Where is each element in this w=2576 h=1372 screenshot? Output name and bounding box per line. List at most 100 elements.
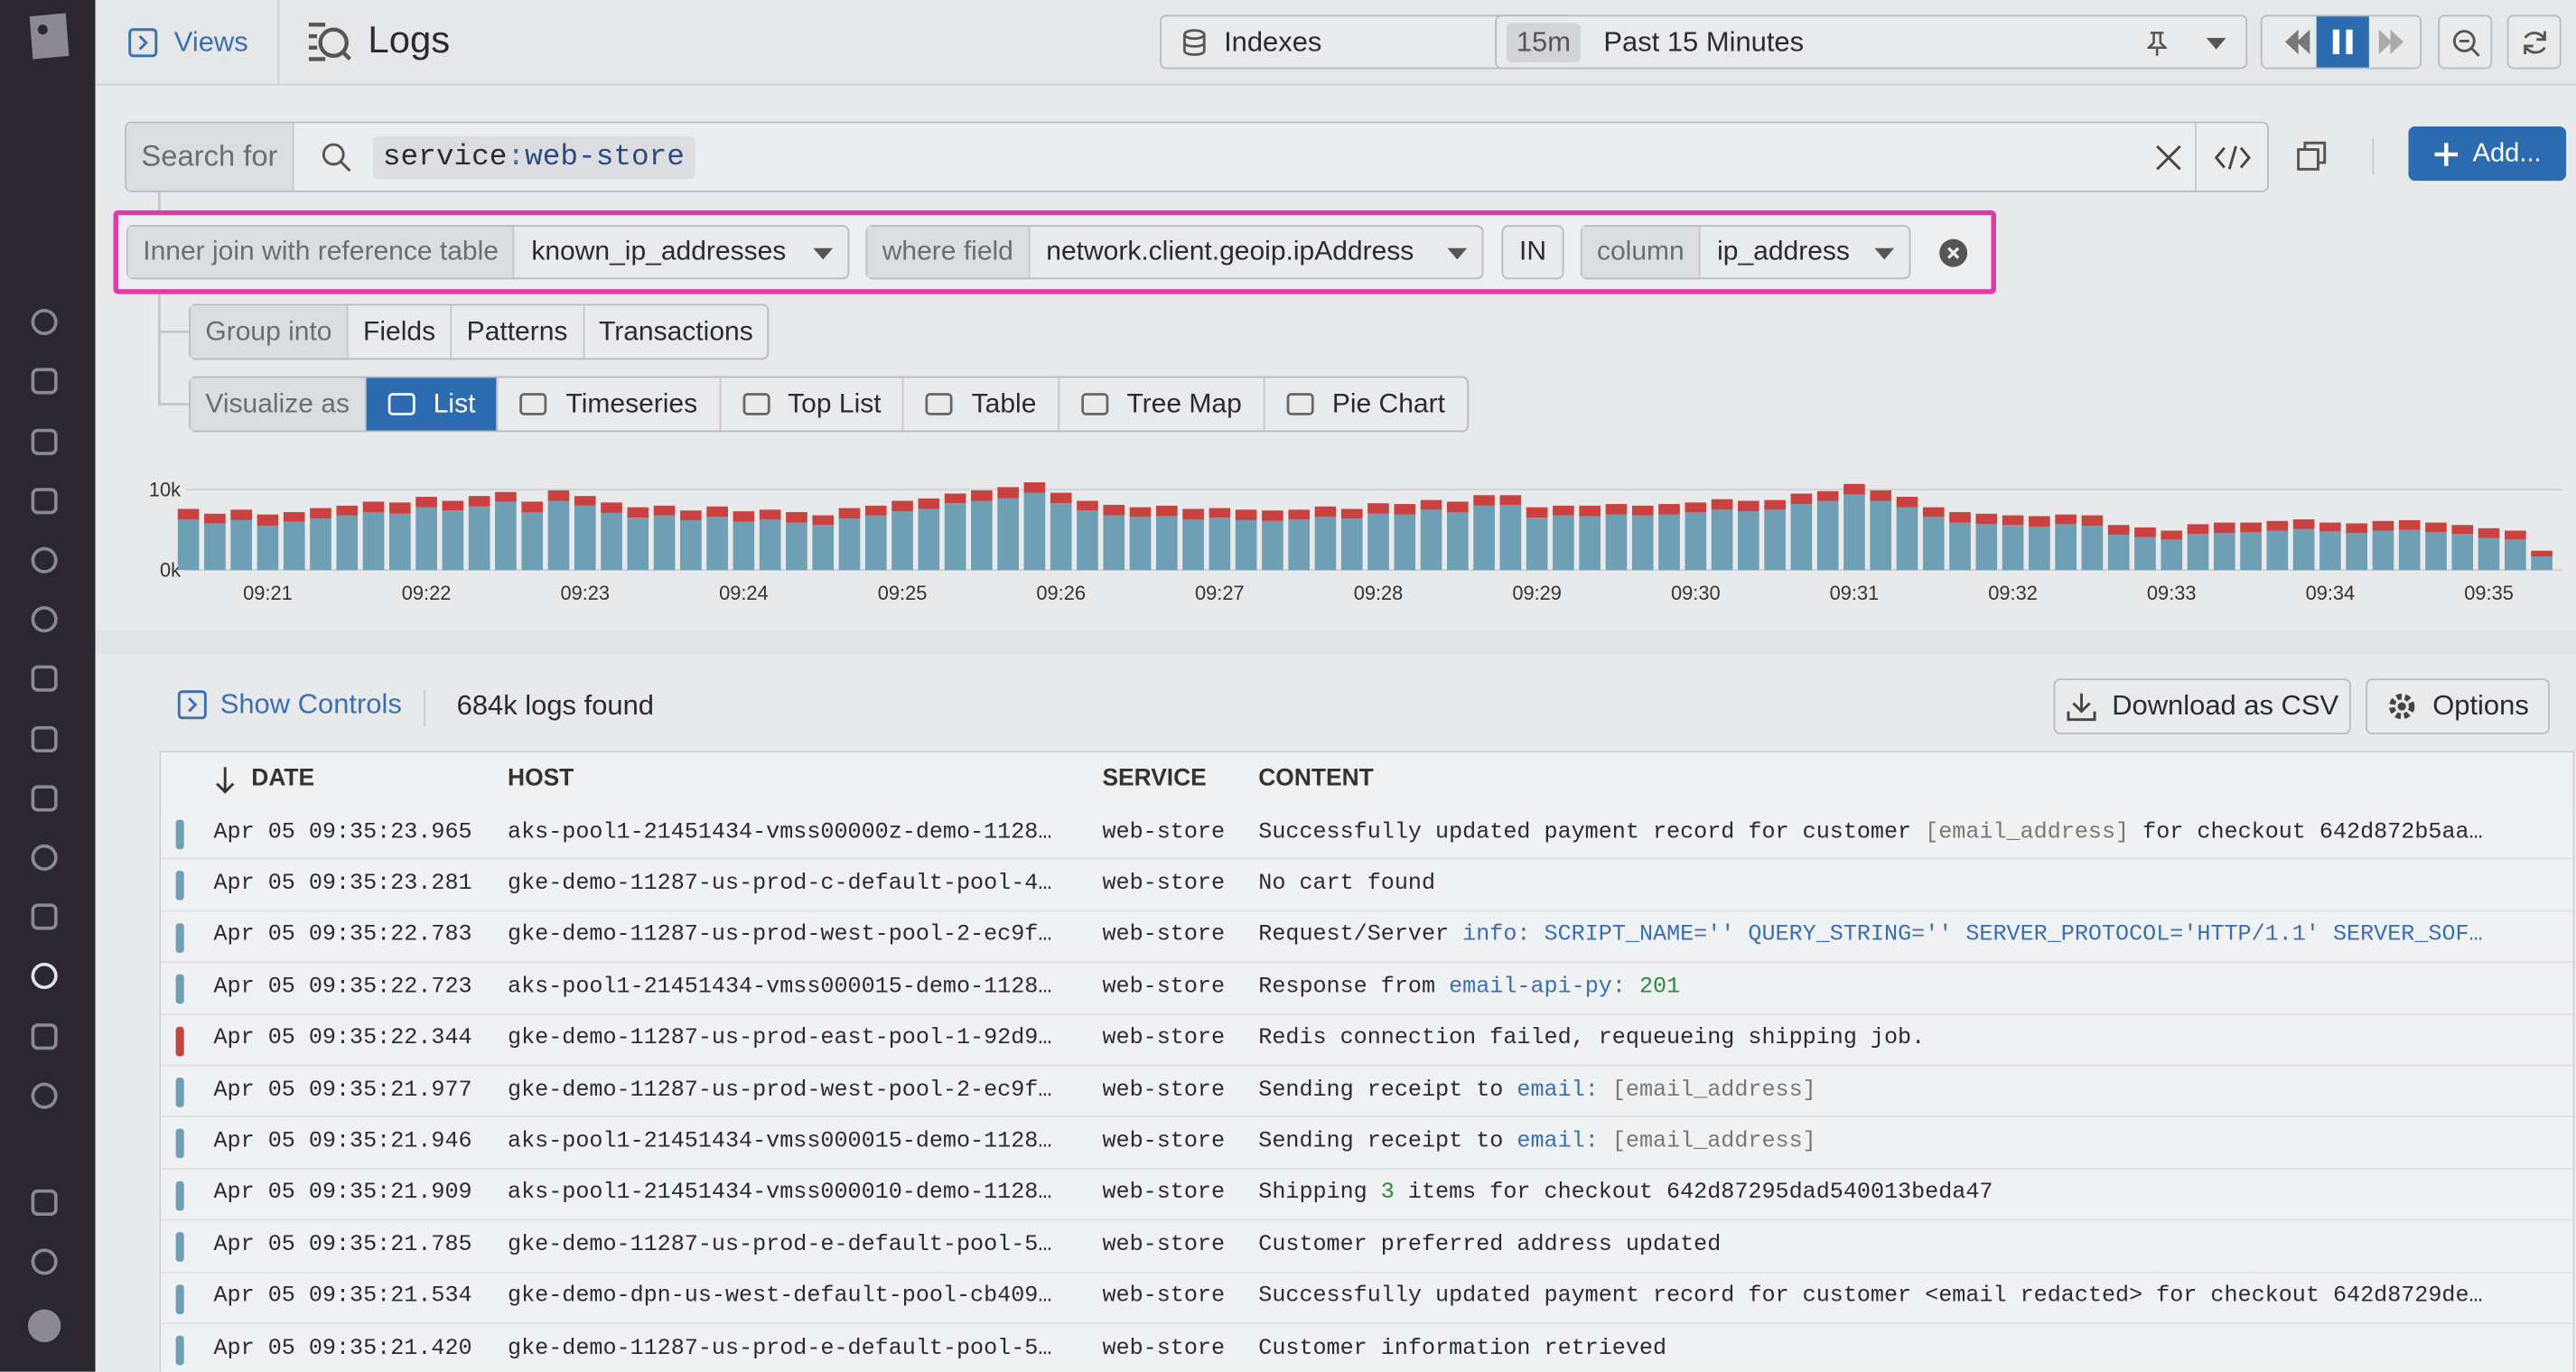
visualize-option[interactable]: Table: [904, 378, 1059, 431]
bar-segment: [362, 501, 385, 512]
bar-segment: [971, 500, 993, 571]
bar-segment: [1870, 500, 1892, 571]
log-date: Apr 05 09:35:21.909: [213, 1181, 472, 1207]
nav-icon[interactable]: [31, 1023, 58, 1050]
bar-segment: [336, 505, 359, 516]
clear-icon[interactable]: [2155, 145, 2181, 171]
x-tick-label: 09:28: [1354, 582, 1404, 604]
bar-segment: [2346, 533, 2367, 571]
search-bar[interactable]: Search for service:web-store: [125, 121, 2269, 192]
content-part: info: SCRIPT_NAME='' QUERY_STRING='' SER…: [1462, 924, 2483, 949]
where-field-dropdown[interactable]: where field network.client.geoip.ipAddre…: [865, 225, 1484, 280]
bar-segment: [1711, 509, 1733, 571]
bar-segment: [759, 519, 781, 571]
bar-segment: [1579, 516, 1601, 571]
search-icon[interactable]: [31, 308, 58, 336]
log-service: web-store: [1102, 1078, 1226, 1104]
x-tick-label: 09:34: [2306, 582, 2356, 604]
visualize-option[interactable]: Timeseries: [499, 378, 721, 431]
nav-icon[interactable]: [31, 903, 58, 930]
log-service: web-store: [1102, 820, 1226, 846]
column-dropdown[interactable]: column ip_address: [1580, 225, 1911, 280]
log-service: web-store: [1102, 924, 1226, 949]
log-row[interactable]: Apr 05 09:35:23.281 gke-demo-11287-us-pro…: [161, 859, 2573, 912]
avatar[interactable]: [27, 1309, 61, 1343]
content-part: [1599, 1078, 1612, 1103]
views-button[interactable]: Views: [95, 0, 280, 86]
nav-icon[interactable]: [31, 368, 58, 395]
visualize-option[interactable]: Top List: [721, 378, 905, 431]
zoom-out-button[interactable]: [2438, 14, 2493, 70]
nav-icon[interactable]: [31, 1082, 58, 1109]
remove-join[interactable]: [1938, 238, 1968, 268]
log-row[interactable]: Apr 05 09:35:22.344 gke-demo-11287-us-pro…: [161, 1014, 2573, 1067]
bar-segment: [1446, 501, 1469, 512]
group-option[interactable]: Transactions: [599, 316, 753, 346]
bar-segment: [2531, 556, 2553, 571]
log-row[interactable]: Apr 05 09:35:21.420 gke-demo-11287-us-pro…: [161, 1324, 2573, 1372]
bar-segment: [1975, 524, 1998, 571]
refresh-icon: [2523, 30, 2545, 54]
add-button[interactable]: Add...: [2408, 126, 2567, 182]
caret: [2206, 37, 2226, 50]
bar-segment: [2478, 527, 2500, 538]
bar-segment: [2531, 550, 2553, 557]
group-option[interactable]: Patterns: [452, 305, 584, 359]
log-row[interactable]: Apr 05 09:35:23.965 aks-pool1-21451434-vm…: [161, 807, 2573, 860]
code-icon: [2213, 145, 2250, 169]
visualize-option[interactable]: Pie Chart: [1265, 378, 1466, 430]
show-controls[interactable]: Show Controls: [177, 688, 402, 721]
log-date: Apr 05 09:35:23.965: [213, 820, 472, 846]
chat-icon[interactable]: [31, 1189, 58, 1216]
bar-segment: [601, 512, 622, 571]
logs-icon: [308, 23, 351, 61]
visualize-option[interactable]: Tree Map: [1059, 378, 1265, 431]
bar-segment: [2292, 519, 2315, 529]
code-button[interactable]: [2195, 123, 2267, 191]
log-row[interactable]: Apr 05 09:35:21.946 aks-pool1-21451434-vm…: [161, 1117, 2573, 1170]
log-row[interactable]: Apr 05 09:35:22.783 gke-demo-11287-us-pro…: [161, 911, 2573, 964]
log-row[interactable]: Apr 05 09:35:22.723 aks-pool1-21451434-vm…: [161, 963, 2573, 1015]
nav-icon[interactable]: [31, 725, 58, 753]
option-label: Timeseries: [565, 388, 698, 418]
log-date: Apr 05 09:35:23.281: [213, 872, 472, 898]
operator[interactable]: IN: [1501, 225, 1564, 280]
bar-segment: [204, 513, 226, 524]
bar-segment: [1579, 505, 1601, 517]
nav-icon[interactable]: [31, 428, 58, 455]
copy-icon[interactable]: [2297, 141, 2327, 171]
log-row[interactable]: Apr 05 09:35:21.785 gke-demo-11287-us-pro…: [161, 1220, 2573, 1273]
nav-icon[interactable]: [31, 665, 58, 692]
group-option[interactable]: Fields: [349, 305, 453, 359]
options-button[interactable]: Options: [2366, 678, 2550, 735]
nav-icon[interactable]: [31, 785, 58, 812]
bar-segment: [1870, 490, 1892, 501]
nav-icon[interactable]: [31, 488, 58, 515]
log-host: gke-demo-11287-us-prod-west-pool-2-ec9f…: [508, 1078, 1052, 1104]
time-picker[interactable]: 15m Past 15 Minutes: [1495, 14, 2248, 70]
logs-icon[interactable]: [31, 962, 58, 989]
join-table-dropdown[interactable]: Inner join with reference table known_ip…: [126, 225, 850, 280]
bar-segment: [1631, 505, 1654, 516]
help-icon[interactable]: [31, 1248, 58, 1275]
log-date: Apr 05 09:35:22.344: [213, 1027, 472, 1052]
bar-segment: [1816, 490, 1839, 501]
bar-segment: [389, 502, 411, 514]
bar-segment: [1340, 509, 1363, 519]
icon-shape: [1286, 393, 1314, 415]
refresh-button[interactable]: [2506, 14, 2562, 70]
log-row[interactable]: Apr 05 09:35:21.534 gke-demo-dpn-us-west-…: [161, 1272, 2573, 1324]
nav-icon[interactable]: [31, 606, 58, 633]
option-icon: [1286, 393, 1314, 415]
log-row[interactable]: Apr 05 09:35:21.977 gke-demo-11287-us-pro…: [161, 1066, 2573, 1118]
nav-icon[interactable]: [31, 844, 58, 872]
log-row[interactable]: Apr 05 09:35:21.909 aks-pool1-21451434-vm…: [161, 1169, 2573, 1221]
visualize-option[interactable]: List: [366, 378, 499, 431]
option-icon: [742, 393, 770, 415]
bar-segment: [2398, 519, 2421, 530]
nav-icon[interactable]: [31, 546, 58, 574]
content-part: [email_address]: [1925, 820, 2130, 846]
bar-segment: [230, 509, 252, 520]
download-csv[interactable]: Download as CSV: [2053, 678, 2351, 735]
